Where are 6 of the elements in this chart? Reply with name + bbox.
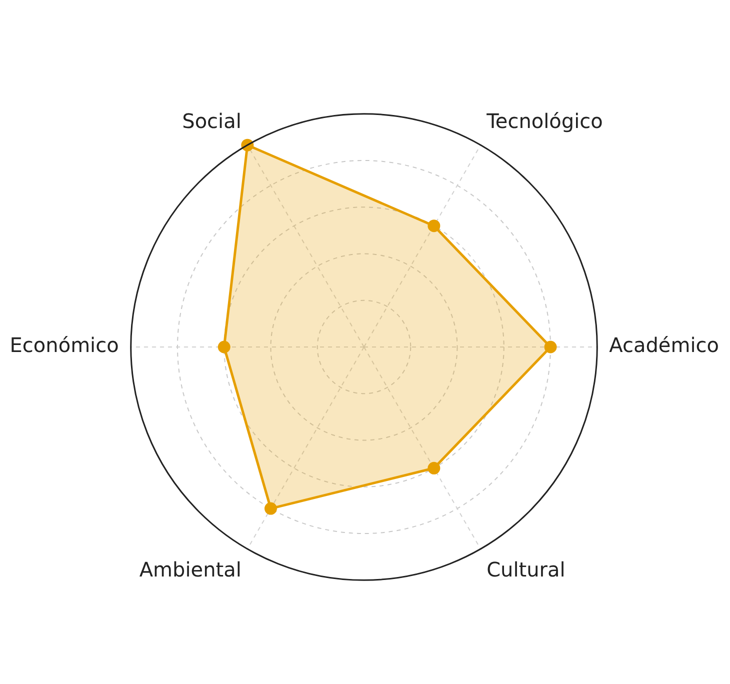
spoke-label: Social <box>182 108 242 133</box>
spoke-label: Económico <box>10 333 119 358</box>
spoke-label: Tecnológico <box>486 108 603 133</box>
spoke-label: Académico <box>609 333 720 358</box>
spoke-label: Cultural <box>486 558 566 582</box>
spoke-label: Ambiental <box>139 558 242 582</box>
